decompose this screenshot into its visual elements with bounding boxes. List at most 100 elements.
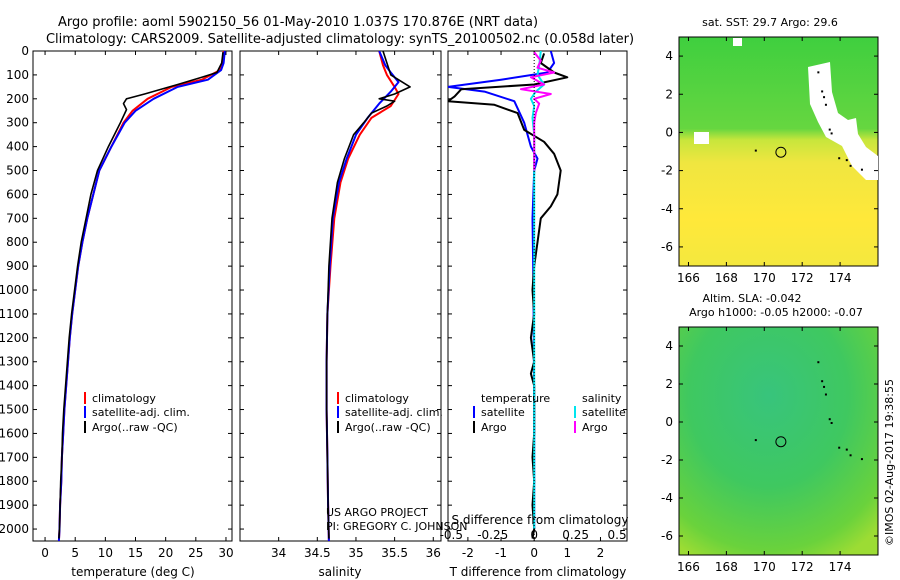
map-y-tick-label: -2 xyxy=(661,164,673,178)
depth-tick-label: 1300 xyxy=(0,355,29,369)
temperature-profile-lines xyxy=(57,51,226,541)
series-line-satellite-adj-clim- xyxy=(57,51,226,541)
map-x-tick-label: 168 xyxy=(715,560,738,574)
island-dot xyxy=(754,439,757,442)
x-tick-label: 20 xyxy=(158,546,173,560)
map-x-tick-label: 166 xyxy=(677,560,700,574)
map-y-tick-label: 2 xyxy=(665,377,673,391)
series-line-temperature-satellite xyxy=(448,51,556,529)
argo-position-marker xyxy=(775,146,787,158)
map-y-tick-label: 0 xyxy=(665,125,673,139)
sla-map-field xyxy=(678,326,879,556)
map-y-tick-label: 4 xyxy=(665,339,673,353)
island-dot xyxy=(849,454,852,457)
series-line-salinity-argo xyxy=(519,51,556,171)
island-coastlines xyxy=(754,71,863,171)
project-credit: US ARGO PROJECT xyxy=(326,506,428,519)
depth-tick-label: 2000 xyxy=(0,522,29,536)
sla-map-title-line2: Argo h1000: -0.05 h2000: -0.07 xyxy=(689,306,863,319)
sst-map-frame xyxy=(678,36,879,267)
x-tick-label: 30 xyxy=(218,546,233,560)
salinity-panel-frame xyxy=(239,50,442,542)
x-tick-label: -2 xyxy=(462,546,474,560)
island-dot xyxy=(754,149,757,152)
depth-tick-label: 1700 xyxy=(0,450,29,464)
island-dot xyxy=(828,418,831,421)
salinity-difference-tick-label: 0.25 xyxy=(562,528,589,542)
legend-label-climatology: climatology xyxy=(92,392,156,405)
difference-profile-lines xyxy=(448,51,569,539)
x-tick-label: 35 xyxy=(348,546,363,560)
imos-timestamp: ©IMOS 02-Aug-2017 19:38:55 xyxy=(883,379,896,546)
x-tick-label: 0 xyxy=(530,546,538,560)
x-tick-label: 15 xyxy=(128,546,143,560)
sst-map-ticks: 166 168 170 172 174 4 2 0 -2 -4 -6 xyxy=(661,37,878,285)
x-tick-label: 5 xyxy=(71,546,79,560)
x-tick-label: 34.5 xyxy=(304,546,331,560)
x-tick-label: -1 xyxy=(495,546,507,560)
land-mask xyxy=(733,38,742,46)
difference-legend: temperature salinity satellite Argo sate… xyxy=(473,392,626,434)
sla-field xyxy=(679,327,878,555)
salinity-difference-tick-label: -0.5 xyxy=(440,528,463,542)
salinity-difference-axis-label: S difference from climatology xyxy=(452,513,629,527)
land-mask xyxy=(808,62,878,180)
legend-label-satellite: satellite-adj. clim. xyxy=(345,406,443,419)
salinity-difference-tick-label: 0.5 xyxy=(608,528,627,542)
map-x-tick-label: 170 xyxy=(753,560,776,574)
sla-map-title-line1: Altim. SLA: -0.042 xyxy=(702,292,801,305)
island-dot xyxy=(821,380,824,383)
x-tick-label: 25 xyxy=(188,546,203,560)
x-tick-label: 1 xyxy=(564,546,572,560)
land-mask xyxy=(694,132,709,144)
series-line-climatology xyxy=(57,51,225,541)
depth-tick-label: 1800 xyxy=(0,474,29,488)
island-dot xyxy=(830,132,833,135)
map-x-tick-label: 170 xyxy=(753,271,776,285)
island-dot xyxy=(860,168,863,171)
island-dot xyxy=(823,385,826,388)
series-line-argo-raw-qc- xyxy=(58,52,224,539)
map-y-tick-label: -4 xyxy=(661,202,673,216)
depth-tick-label: 800 xyxy=(6,235,29,249)
salinity-profile-lines xyxy=(325,51,411,541)
legend-label-argo: Argo(..raw -QC) xyxy=(92,421,178,434)
depth-tick-label: 600 xyxy=(6,187,29,201)
sla-map-frame xyxy=(678,326,879,556)
depth-tick-label: 1500 xyxy=(0,403,29,417)
depth-tick-label: 1600 xyxy=(0,426,29,440)
x-tick-label: 0 xyxy=(41,546,49,560)
map-y-tick-label: -2 xyxy=(661,453,673,467)
depth-tick-label: 300 xyxy=(6,116,29,130)
island-dot xyxy=(817,361,820,364)
x-tick-label: 2 xyxy=(597,546,605,560)
depth-tick-label: 1400 xyxy=(0,379,29,393)
series-line-argo-raw-qc- xyxy=(325,51,411,539)
map-y-tick-label: -4 xyxy=(661,491,673,505)
salinity-legend: climatology satellite-adj. clim. Argo(..… xyxy=(337,392,443,434)
map-y-tick-label: 0 xyxy=(665,415,673,429)
depth-tick-label: 1900 xyxy=(0,498,29,512)
salinity-axis-label: salinity xyxy=(318,565,361,579)
legend-label-argo: Argo(..raw -QC) xyxy=(345,421,431,434)
sst-map-title: sat. SST: 29.7 Argo: 29.6 xyxy=(702,16,838,29)
map-y-tick-label: -6 xyxy=(661,529,673,543)
temperature-panel-frame xyxy=(32,50,233,542)
depth-tick-label: 100 xyxy=(6,68,29,82)
island-dot xyxy=(849,164,852,167)
legend-label-climatology: climatology xyxy=(345,392,409,405)
temperature-legend: climatology satellite-adj. clim. Argo(..… xyxy=(84,392,190,434)
legend-label-sal-argo: Argo xyxy=(582,421,608,434)
temperature-axis-label: temperature (deg C) xyxy=(71,565,194,579)
map-x-tick-label: 172 xyxy=(791,560,814,574)
x-tick-label: 10 xyxy=(98,546,113,560)
depth-axis-ticks: 0 100 200 300 400 500 600 700 800 900 1000 1100 1200… xyxy=(0,44,627,536)
pi-credit: PI: GREGORY C. JOHNSON xyxy=(326,520,467,533)
figure-title-line2: Climatology: CARS2009. Satellite-adjuste… xyxy=(46,32,634,47)
depth-tick-label: 900 xyxy=(6,259,29,273)
x-tick-label: 34 xyxy=(271,546,286,560)
depth-tick-label: 0 xyxy=(21,44,29,58)
map-y-tick-label: 4 xyxy=(665,49,673,63)
island-dot xyxy=(838,446,841,449)
